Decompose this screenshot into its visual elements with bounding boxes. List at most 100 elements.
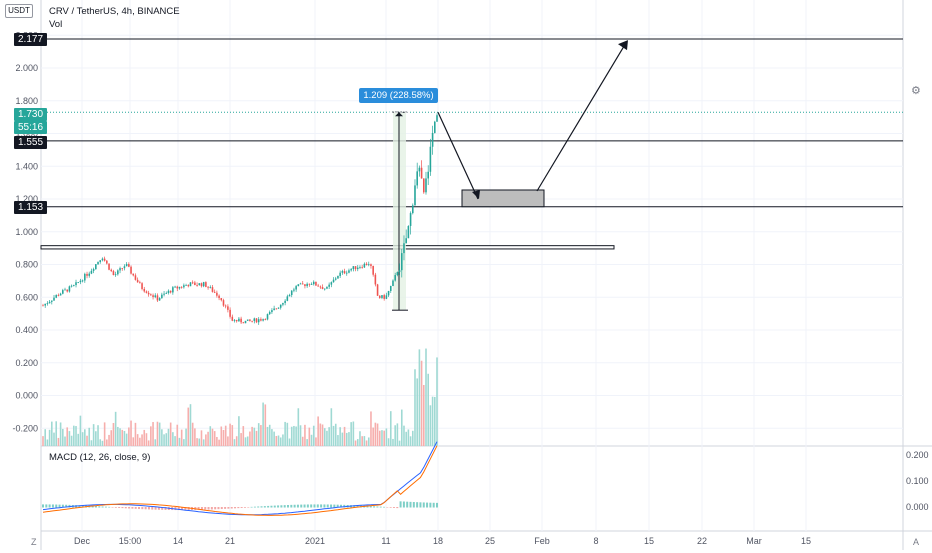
volume-bar (134, 422, 137, 446)
macd-histogram-bar (154, 507, 157, 510)
volume-bar (108, 434, 110, 446)
forecast-drawings[interactable] (437, 40, 628, 208)
macd-histogram-bar (260, 506, 263, 508)
volume-bar (251, 426, 253, 446)
candle-body (79, 280, 82, 283)
support-zone-rect (40, 245, 615, 250)
volume-bar (46, 439, 49, 446)
macd-histogram-bar (78, 505, 81, 508)
macd-histogram-bar (48, 504, 51, 508)
volume-bar (427, 373, 429, 446)
volume-bar (128, 427, 130, 446)
macd-histogram-bar (197, 507, 200, 510)
price-tick-label: 1.800 (15, 96, 38, 106)
currency-button[interactable]: USDT (5, 4, 33, 18)
volume-bar (209, 426, 212, 446)
candle-body (332, 279, 335, 283)
candle-body (255, 318, 258, 323)
time-tick-label: Feb (534, 536, 550, 546)
volume-bar (367, 437, 370, 446)
candle-body (321, 287, 324, 289)
volume-bar (152, 422, 154, 446)
forecast-up-line (536, 40, 628, 192)
auto-scale-icon[interactable]: A (913, 537, 920, 547)
volume-bar (361, 436, 363, 446)
candle-body (345, 272, 348, 274)
macd-histogram-bar (157, 507, 160, 510)
candle-body (299, 283, 302, 285)
candle-body (161, 294, 163, 299)
volume-bar (370, 411, 372, 446)
settings-gear-icon[interactable]: ⚙ (911, 85, 921, 97)
volume-bar (420, 360, 423, 446)
volume-bar (191, 422, 194, 446)
price-tick-label: 1.000 (15, 227, 38, 237)
volume-bar (411, 430, 414, 446)
volume-bar (394, 425, 396, 446)
candle-body (407, 225, 410, 239)
volume-bar (436, 357, 438, 446)
volume-bar (321, 424, 324, 446)
volume-bar (136, 434, 139, 446)
price-range-measure[interactable] (392, 111, 408, 311)
macd-histogram-bar (426, 502, 429, 508)
volume-bar (147, 440, 150, 446)
macd-histogram-bar (42, 504, 44, 508)
candle-body (277, 307, 280, 309)
candle-body (271, 310, 273, 313)
volume-bar (88, 427, 91, 446)
candle-body (343, 271, 346, 274)
volume-bar (64, 436, 66, 446)
candle-body (46, 303, 49, 305)
candle-body (154, 295, 157, 298)
macd-histogram-bar (432, 502, 435, 508)
candle-body (227, 306, 229, 310)
volume-bar (158, 422, 161, 446)
volume-bar (275, 435, 278, 446)
macd-histogram-bar (293, 504, 296, 508)
macd-histogram-bar (243, 507, 246, 508)
volume-bar (42, 436, 44, 446)
candle-body (141, 283, 143, 289)
macd-axis[interactable]: 0.200 0.100 0.000 (906, 450, 929, 512)
volume-bar (253, 427, 256, 446)
volume-bar (233, 439, 236, 446)
macd-histogram-bar (138, 507, 141, 510)
volume-bar (337, 435, 339, 446)
macd-histogram-bar (409, 501, 412, 508)
candle-body (244, 320, 247, 324)
macd-histogram-bar (207, 507, 210, 510)
candle-body (326, 286, 328, 289)
time-axis[interactable]: Dec 15:00 14 21 2021 11 18 25 Feb 8 15 22 Mar 15 (74, 536, 811, 546)
candle-body (185, 285, 187, 286)
candle-body (119, 268, 121, 271)
candle-body (350, 269, 352, 271)
volume-bar (301, 436, 304, 446)
price-tick-label: 0.000 (15, 391, 38, 401)
time-tick-label: 15 (801, 536, 811, 546)
time-tick-label: 14 (173, 536, 183, 546)
volume-bar (328, 427, 330, 446)
candle-body (180, 286, 183, 288)
volume-bar (101, 440, 104, 446)
macd-histogram-bar (422, 502, 425, 508)
candle-body (95, 264, 97, 270)
time-zone-icon[interactable]: Z (31, 537, 37, 547)
candle-body (383, 295, 385, 299)
volume-bar (352, 421, 355, 446)
macd-legend: MACD (12, 26, close, 9) (49, 452, 151, 463)
macd-histogram-bar (306, 504, 309, 508)
volume-bar (297, 408, 300, 446)
macd-histogram-bar (336, 504, 339, 508)
candle-body (337, 275, 339, 279)
candle-body (262, 319, 264, 321)
macd-histogram-bar (379, 506, 382, 508)
volume-bar (418, 349, 421, 446)
candle-body (275, 308, 278, 310)
macd-histogram-bar (58, 504, 61, 508)
volume-bar (194, 428, 196, 446)
volume-bar (387, 438, 390, 446)
volume-bar (218, 439, 220, 446)
